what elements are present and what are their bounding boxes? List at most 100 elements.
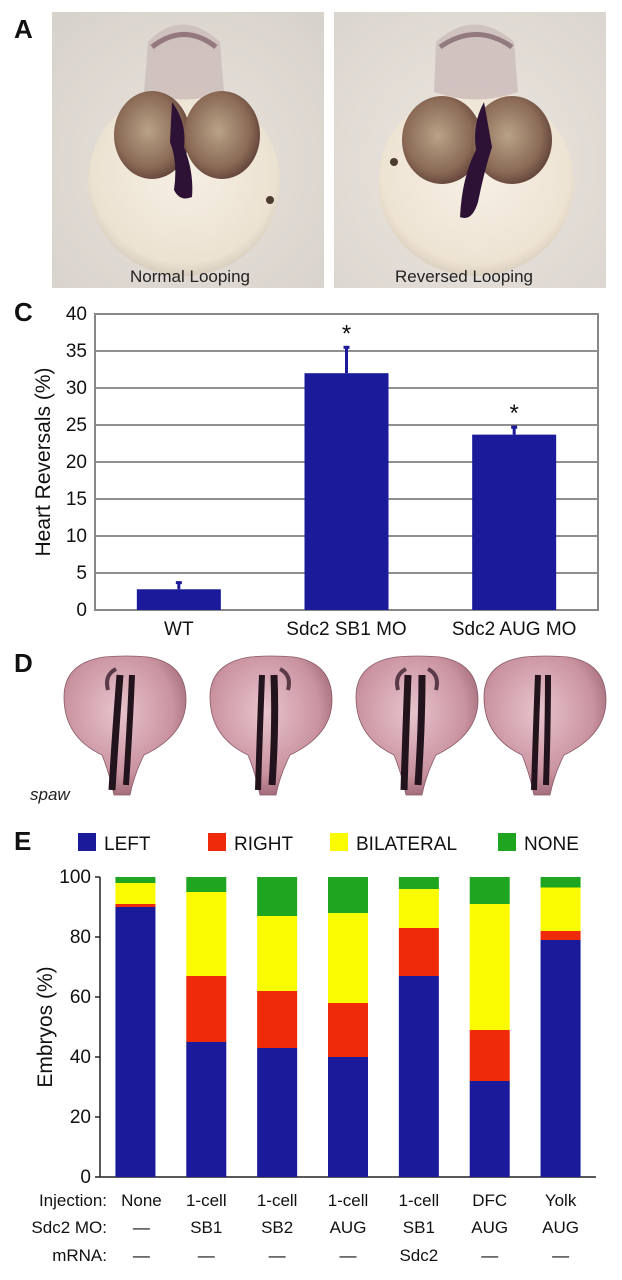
table-cell: Yolk — [545, 1191, 577, 1210]
table-row-label: Injection: — [39, 1191, 107, 1210]
legend-item: BILATERAL — [330, 833, 457, 855]
table-cell: 1-cell — [257, 1191, 298, 1210]
stacked-bar-segment — [186, 892, 227, 976]
legend-label: RIGHT — [234, 834, 294, 855]
x-tick-label: Sdc2 AUG MO — [452, 619, 577, 640]
legend-swatch — [330, 833, 348, 851]
stacked-bar-segment — [540, 887, 581, 931]
stacked-bar-segment — [540, 877, 581, 888]
y-tick-label: 80 — [70, 927, 91, 948]
stacked-bar-segment — [469, 904, 510, 1030]
table-cell: AUG — [542, 1218, 579, 1237]
legend-item: RIGHT — [208, 833, 294, 855]
table-row-label: mRNA: — [52, 1246, 107, 1265]
caption-normal-looping: Normal Looping — [129, 267, 250, 286]
y-tick-label: 30 — [66, 378, 87, 399]
panel-letter-c: C — [14, 297, 33, 327]
y-tick-label: 0 — [80, 1167, 91, 1188]
y-tick-label: 5 — [76, 563, 87, 584]
stacked-bar-segment — [328, 913, 368, 1003]
stacked-bar-segment — [398, 877, 439, 889]
y-tick-label: 15 — [66, 489, 87, 510]
bar — [136, 589, 221, 610]
y-tick-label: 40 — [70, 1047, 91, 1068]
table-cell: — — [269, 1246, 286, 1265]
table-cell: SB1 — [403, 1218, 435, 1237]
panel-letter-a: A — [14, 14, 33, 44]
stacked-bar-segment — [328, 1057, 368, 1177]
bar — [472, 434, 557, 610]
stacked-bar-segment — [540, 931, 581, 940]
y-tick-label: 60 — [70, 987, 91, 1008]
legend-swatch — [208, 833, 226, 851]
legend-label: BILATERAL — [356, 834, 457, 855]
spaw-embryo-1 — [63, 655, 187, 796]
table-cell: AUG — [471, 1218, 508, 1237]
stacked-bar-segment — [115, 907, 156, 1177]
caption-reversed-looping: Reversed Looping — [395, 267, 533, 286]
stacked-bar-segment — [186, 976, 227, 1042]
table-cell: 1-cell — [399, 1191, 440, 1210]
stacked-bar-segment — [469, 877, 510, 904]
y-axis-label: Embryos (%) — [34, 966, 57, 1087]
spaw-embryo-3 — [355, 655, 479, 796]
stacked-bar-segment — [186, 877, 227, 892]
y-tick-label: 0 — [76, 600, 87, 621]
y-tick-label: 100 — [59, 867, 91, 888]
legend-item: LEFT — [78, 833, 151, 855]
spaw-label: spaw — [30, 785, 70, 804]
table-cell: — — [481, 1246, 498, 1265]
table-cell: SB2 — [261, 1218, 293, 1237]
table-cell: None — [121, 1191, 162, 1210]
stacked-bar-segment — [257, 1048, 298, 1177]
table-cell: — — [133, 1218, 150, 1237]
legend-label: LEFT — [104, 834, 151, 855]
stacked-bar-segment — [115, 883, 156, 904]
y-tick-label: 35 — [66, 341, 87, 362]
legend-item: NONE — [498, 833, 579, 855]
table-cell: — — [133, 1246, 150, 1265]
stacked-bar-segment — [115, 904, 156, 907]
panel-letter-d: D — [14, 648, 33, 678]
table-cell: SB1 — [190, 1218, 222, 1237]
stacked-bar-segment — [398, 889, 439, 928]
stacked-bar-segment — [257, 916, 298, 991]
legend-swatch — [78, 833, 96, 851]
heart-reversals-chart: 0 5 10 15 20 25 30 35 40 Heart Reversals (%) WT * Sd… — [32, 304, 599, 640]
bar — [304, 373, 389, 610]
embryo-photo-reversed-looping — [334, 12, 606, 288]
significance-star: * — [509, 400, 518, 427]
stacked-bar-segment — [469, 1081, 510, 1177]
stacked-bar-segment — [469, 1030, 510, 1081]
embryo-photo-normal-looping — [52, 12, 324, 288]
spaw-embryo-2 — [209, 655, 333, 796]
x-tick-label: Sdc2 SB1 MO — [286, 619, 406, 640]
stacked-bar-segment — [257, 991, 298, 1048]
stacked-bar-segment — [328, 877, 368, 913]
spaw-embryo-row — [63, 655, 607, 796]
stacked-bar-segment — [540, 940, 581, 1177]
y-tick-label: 20 — [66, 452, 87, 473]
stacked-bar-segment — [115, 877, 156, 883]
legend-label: NONE — [524, 834, 579, 855]
y-tick-label: 25 — [66, 415, 87, 436]
table-cell: — — [340, 1246, 357, 1265]
table-cell: — — [552, 1246, 569, 1265]
y-axis-label: Heart Reversals (%) — [32, 367, 55, 556]
table-cell: DFC — [472, 1191, 507, 1210]
y-tick-label: 20 — [70, 1107, 91, 1128]
table-cell: 1-cell — [186, 1191, 227, 1210]
y-tick-label: 40 — [66, 304, 87, 325]
embryo-spaw-stacked-chart: LEFT RIGHT BILATERAL NONE 0 20 40 60 80 100 Embryo… — [31, 833, 596, 1265]
table-cell: Sdc2 — [399, 1246, 438, 1265]
panel-letter-e: E — [14, 826, 32, 856]
legend-swatch — [498, 833, 516, 851]
stacked-bar-segment — [257, 877, 298, 916]
stacked-bar-segment — [398, 976, 439, 1177]
table-cell: 1-cell — [328, 1191, 369, 1210]
significance-star: * — [342, 320, 351, 347]
spaw-embryo-4 — [483, 655, 607, 796]
table-cell: AUG — [330, 1218, 367, 1237]
table-row-label: Sdc2 MO: — [31, 1218, 107, 1237]
stacked-bar-segment — [186, 1042, 227, 1177]
